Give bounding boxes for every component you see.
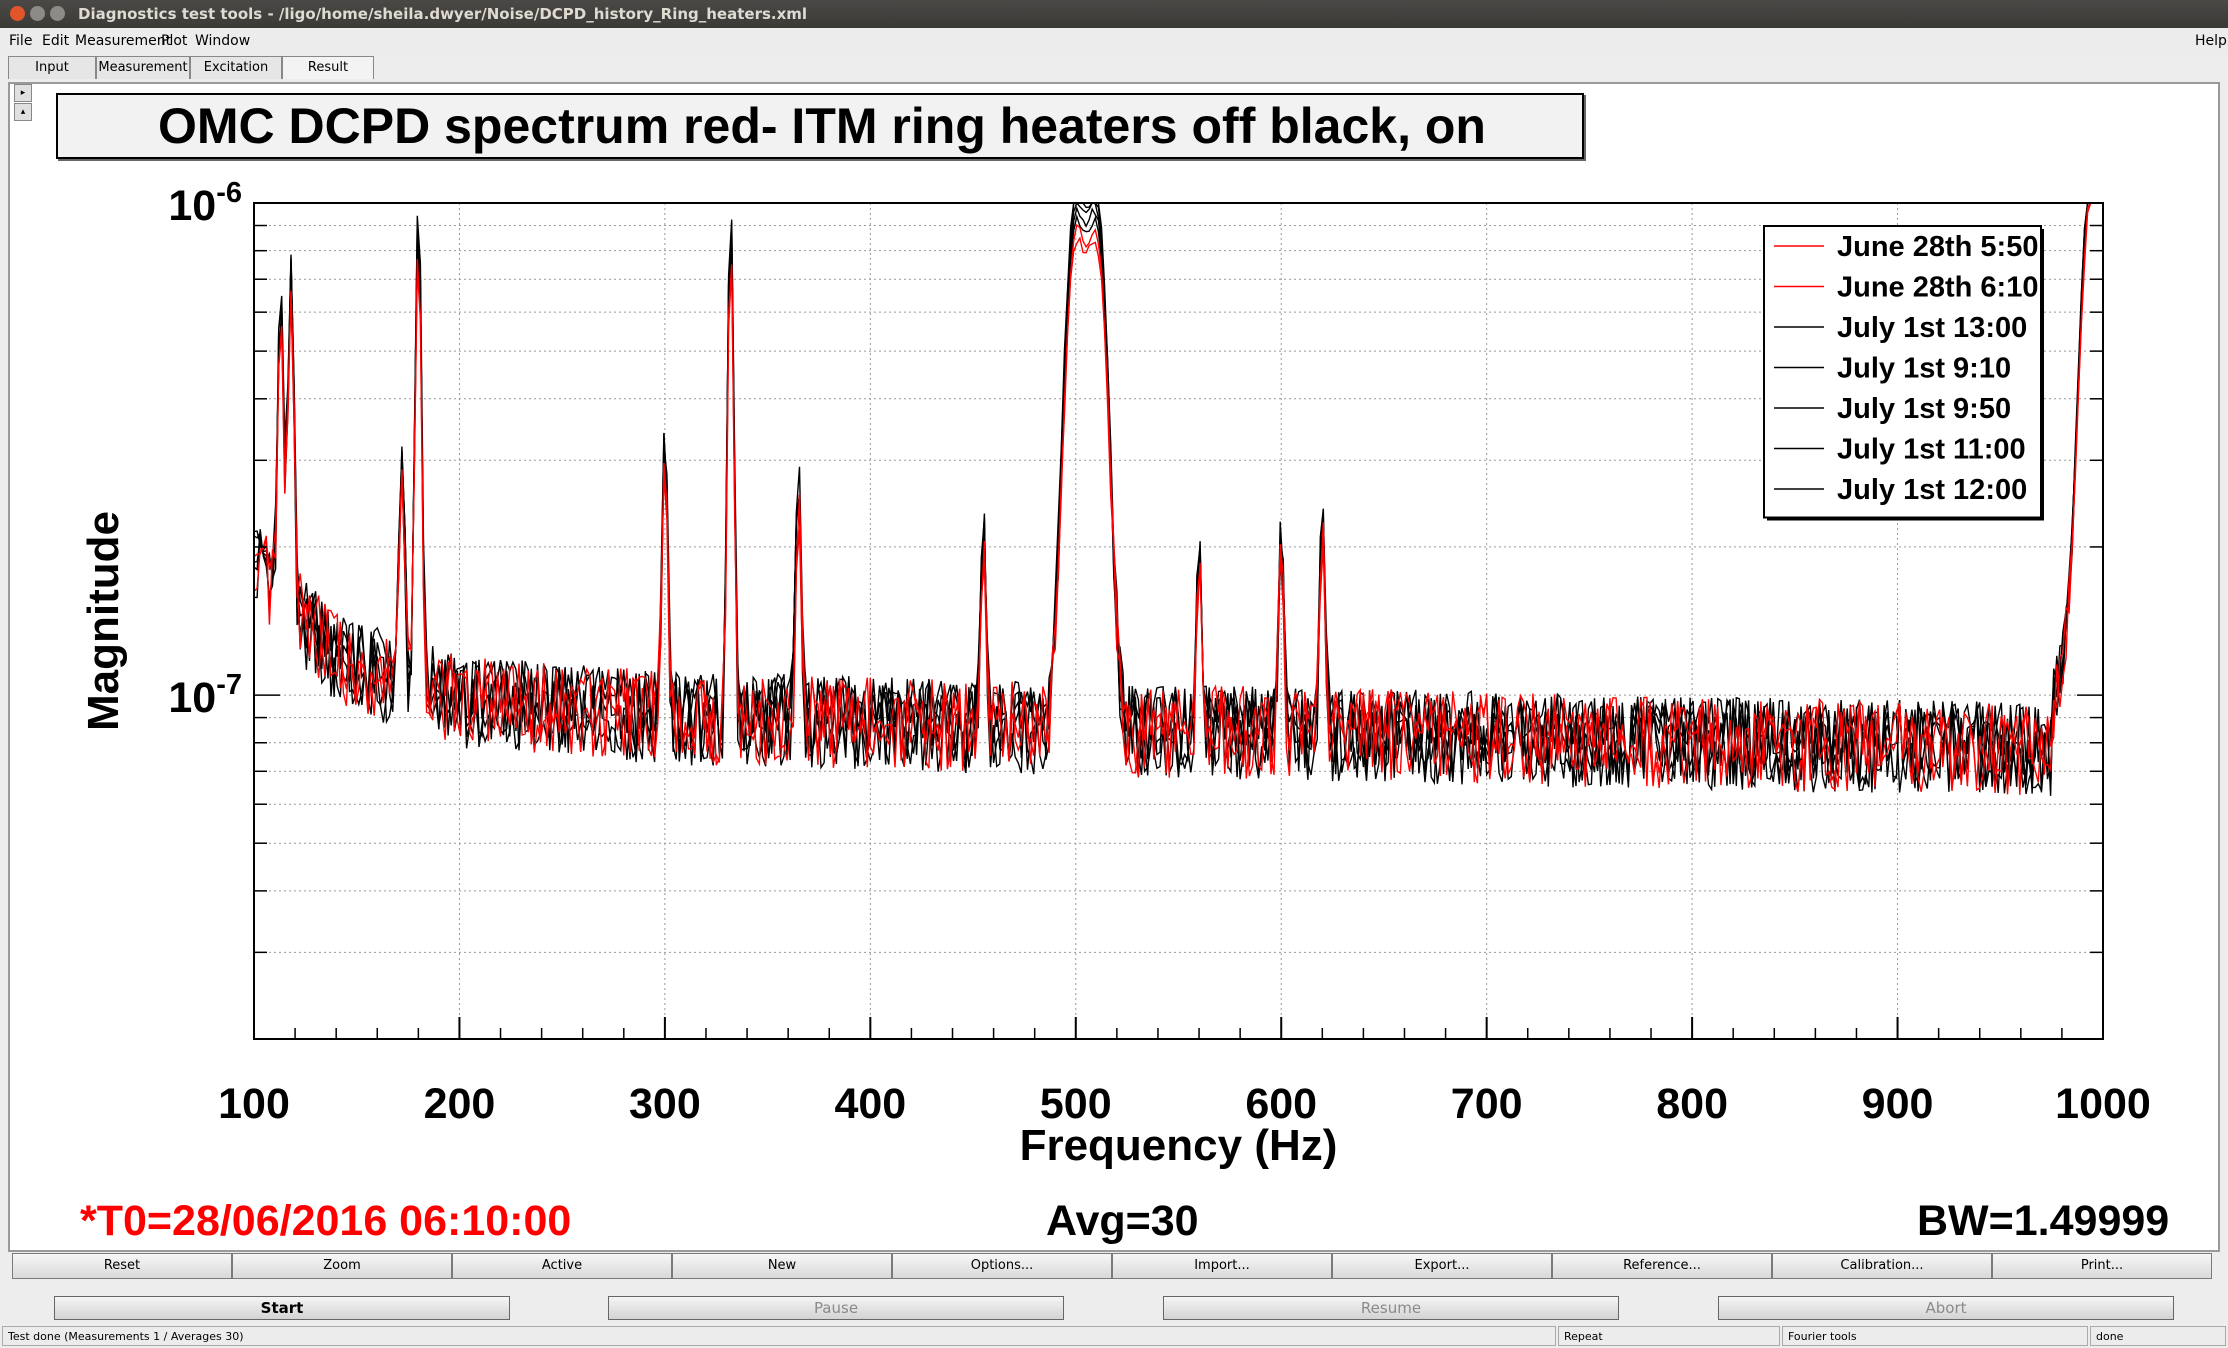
status-main: Test done (Measurements 1 / Averages 30) <box>2 1326 1556 1346</box>
x-tick-label: 1000 <box>2055 1080 2151 1128</box>
expand-right-icon[interactable]: ▸ <box>14 84 32 102</box>
maximize-window-button[interactable] <box>50 6 65 21</box>
import-button[interactable]: Import... <box>1112 1253 1332 1279</box>
close-window-button[interactable] <box>10 6 25 21</box>
avg-label: Avg=30 <box>1046 1197 1199 1245</box>
series-line <box>253 202 2103 795</box>
series-line <box>253 201 2103 792</box>
plot-toolbar: Reset Zoom Active New Options... Import.… <box>12 1253 2216 1279</box>
menu-bar: File Edit Measurement Plot Window Help <box>0 29 2228 53</box>
legend-entry: June 28th 5:50 <box>1837 231 2038 263</box>
bw-label: BW=1.49999 <box>1917 1197 2170 1245</box>
status-state: done <box>2090 1326 2226 1346</box>
minimize-window-button[interactable] <box>30 6 45 21</box>
menu-measurement[interactable]: Measurement <box>75 33 172 49</box>
export-button[interactable]: Export... <box>1332 1253 1552 1279</box>
status-repeat: Repeat <box>1558 1326 1780 1346</box>
x-tick-label: 400 <box>834 1080 906 1128</box>
x-tick-label: 900 <box>1862 1080 1934 1128</box>
x-tick-label: 700 <box>1451 1080 1523 1128</box>
options-button[interactable]: Options... <box>892 1253 1112 1279</box>
x-tick-label: 600 <box>1245 1080 1317 1128</box>
x-tick-label: 300 <box>629 1080 701 1128</box>
series-lines <box>253 201 2103 796</box>
print-button[interactable]: Print... <box>1992 1253 2212 1279</box>
y-tick-labels: 10-7 10-6 <box>168 177 242 722</box>
tab-result[interactable]: Result <box>282 56 374 79</box>
x-tick-label: 200 <box>424 1080 496 1128</box>
legend-entry: July 1st 11:00 <box>1837 434 2026 466</box>
menu-plot[interactable]: Plot <box>161 33 188 49</box>
plot-frame <box>253 202 2104 1040</box>
tab-excitation[interactable]: Excitation <box>190 56 282 79</box>
menu-window[interactable]: Window <box>195 33 251 49</box>
y-tick-label: 10-6 <box>168 177 242 230</box>
abort-button[interactable]: Abort <box>1718 1296 2174 1320</box>
series-line <box>253 202 2103 792</box>
new-button[interactable]: New <box>672 1253 892 1279</box>
series-line <box>253 202 2103 795</box>
plot-title-box: OMC DCPD spectrum red- ITM ring heaters … <box>56 93 1584 159</box>
legend-entry: July 1st 12:00 <box>1837 474 2027 506</box>
window-title: Diagnostics test tools - /ligo/home/shei… <box>78 5 808 23</box>
x-tick-label: 800 <box>1656 1080 1728 1128</box>
axis-ticks <box>253 202 2104 1040</box>
x-tick-labels: 100 200 300 400 500 600 700 800 900 1000 <box>218 1080 2151 1128</box>
y-axis-label: Magnitude <box>79 511 128 731</box>
tab-bar: Input Measurement Excitation Result <box>8 56 2220 80</box>
start-button[interactable]: Start <box>54 1296 510 1320</box>
window-titlebar: Diagnostics test tools - /ligo/home/shei… <box>0 0 2228 28</box>
calibration-button[interactable]: Calibration... <box>1772 1253 1992 1279</box>
t0-label: *T0=28/06/2016 06:10:00 <box>80 1197 572 1245</box>
y-tick-label: 10-7 <box>168 669 242 722</box>
active-button[interactable]: Active <box>452 1253 672 1279</box>
legend-box <box>1763 225 2042 519</box>
plot-title: OMC DCPD spectrum red- ITM ring heaters … <box>158 98 1486 154</box>
tab-measurement[interactable]: Measurement <box>96 56 190 79</box>
menu-edit[interactable]: Edit <box>42 33 70 49</box>
collapse-up-icon[interactable]: ▴ <box>14 103 32 121</box>
x-tick-label: 100 <box>218 1080 290 1128</box>
legend-entry: July 1st 9:10 <box>1837 353 2011 385</box>
legend-entry: July 1st 9:50 <box>1837 393 2011 425</box>
reset-button[interactable]: Reset <box>12 1253 232 1279</box>
x-axis-label: Frequency (Hz) <box>1020 1121 1338 1170</box>
pause-button[interactable]: Pause <box>608 1296 1064 1320</box>
tab-input[interactable]: Input <box>8 56 96 79</box>
resume-button[interactable]: Resume <box>1163 1296 1619 1320</box>
legend-entry: June 28th 6:10 <box>1837 272 2038 304</box>
zoom-button[interactable]: Zoom <box>232 1253 452 1279</box>
menu-help[interactable]: Help <box>2195 33 2227 49</box>
legend: June 28th 5:50 June 28th 6:10 July 1st 13:… <box>1763 225 2044 521</box>
legend-entry: July 1st 13:00 <box>1837 312 2027 344</box>
reference-button[interactable]: Reference... <box>1552 1253 1772 1279</box>
status-tool: Fourier tools <box>1782 1326 2088 1346</box>
series-line <box>253 202 2103 794</box>
x-tick-label: 500 <box>1040 1080 1112 1128</box>
menu-file[interactable]: File <box>9 33 33 49</box>
